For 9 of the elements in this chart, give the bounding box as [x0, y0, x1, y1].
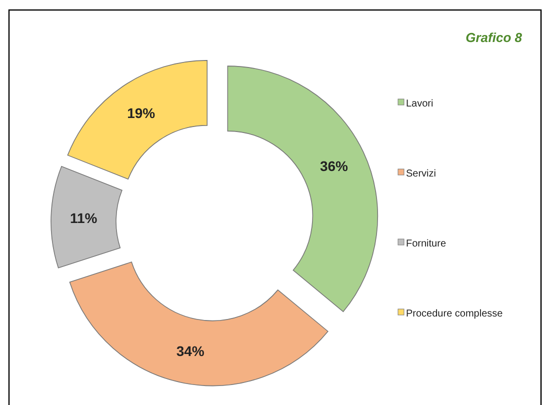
chart-title: Grafico 8	[466, 30, 523, 45]
legend-label: Procedure complesse	[406, 308, 504, 320]
legend-label: Lavori	[406, 98, 434, 110]
data-label: 34%	[176, 343, 205, 360]
data-label: 19%	[127, 105, 156, 122]
data-label: 36%	[320, 158, 349, 174]
legend-label: Servizi	[406, 168, 436, 180]
legend-label: Forniture	[406, 238, 446, 250]
data-label: 11%	[70, 210, 98, 226]
